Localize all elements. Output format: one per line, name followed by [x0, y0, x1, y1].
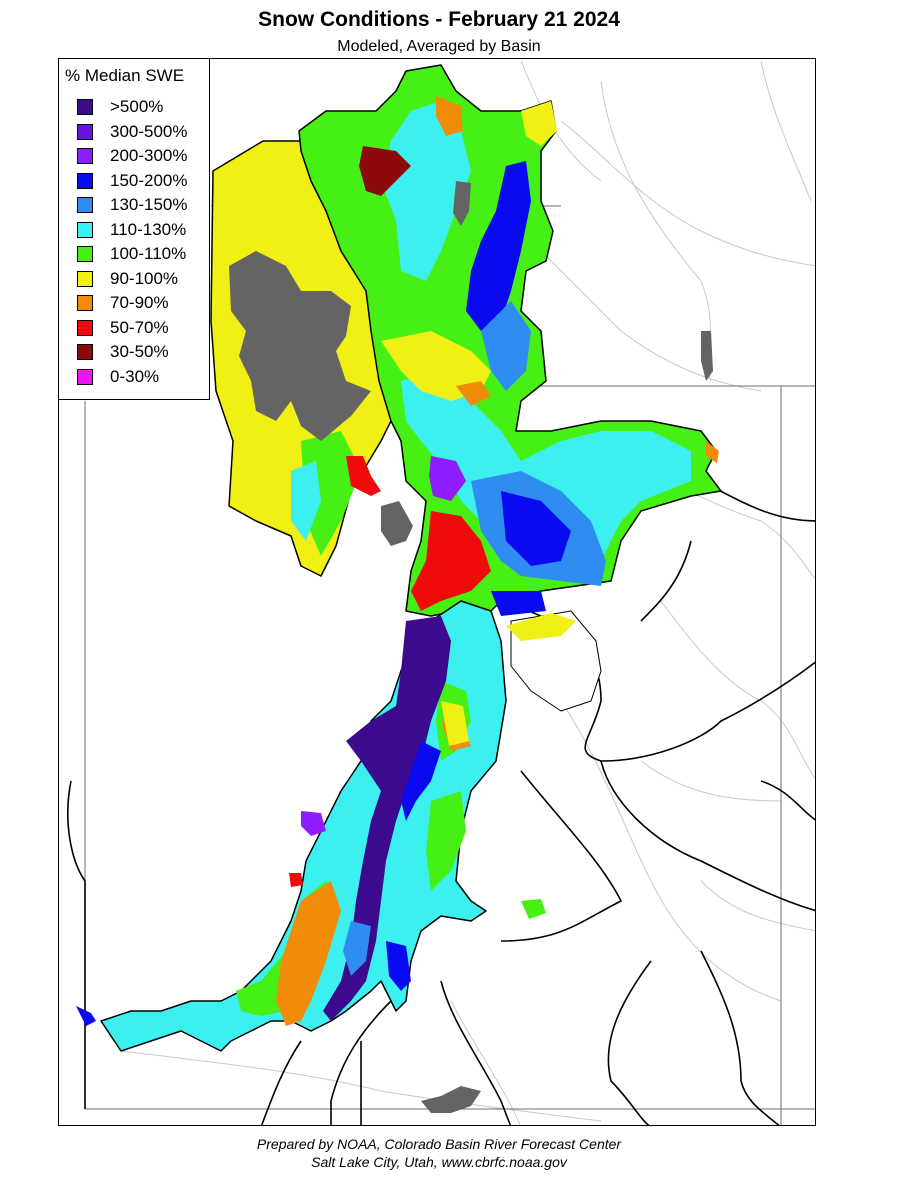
region-east-orange	[706, 441, 719, 463]
region-southwest-red	[289, 873, 303, 887]
region-east-green-patch	[521, 899, 546, 919]
region-south-blue-2	[386, 941, 411, 991]
snow-map	[67, 60, 815, 1125]
region-south-darkpurple	[323, 616, 451, 1021]
legend-swatch	[77, 197, 93, 213]
region-north-blue	[466, 161, 531, 331]
legend-item: 100-110%	[77, 243, 186, 265]
legend-swatch	[77, 246, 93, 262]
legend-item: 70-90%	[77, 292, 169, 314]
legend-item: 0-30%	[77, 366, 159, 388]
legend-swatch	[77, 270, 93, 287]
legend-swatch	[77, 148, 93, 164]
region-south-yellow	[441, 701, 469, 746]
region-uinta-darkblue	[501, 491, 571, 566]
legend-label: 110-130%	[110, 219, 187, 239]
legend-label: 200-300%	[110, 146, 188, 165]
legend-item: 30-50%	[77, 341, 169, 363]
legend-item: 300-500%	[77, 121, 188, 143]
region-south-green-east-2	[426, 791, 466, 891]
legend-item: 130-150%	[77, 194, 188, 216]
legend-item: 110-130%	[77, 219, 186, 241]
region-north-lightblue	[481, 301, 531, 391]
legend-swatch	[77, 221, 93, 238]
legend-swatch	[77, 172, 93, 189]
legend-label: 150-200%	[110, 170, 188, 190]
legend-item: 90-100%	[77, 268, 178, 290]
legend-swatch	[77, 99, 93, 115]
region-north-cyan-2	[381, 101, 471, 281]
lake-powell	[421, 1086, 481, 1113]
region-north-yellow-2	[521, 101, 557, 146]
region-south-blue-band	[491, 591, 546, 616]
legend-swatch	[77, 319, 93, 336]
region-south-orange	[276, 881, 341, 1026]
map-frame	[58, 58, 816, 1126]
legend-label: 0-30%	[110, 366, 160, 386]
bear-lake	[453, 181, 471, 226]
legend-label: 300-500%	[110, 121, 188, 141]
map-title: Snow Conditions - February 21 2024	[258, 8, 620, 31]
region-south-blue	[401, 741, 441, 821]
region-north-red	[346, 456, 381, 496]
legend-swatch	[77, 368, 93, 385]
region-west-cyan	[291, 461, 321, 541]
legend-label: 70-90%	[110, 293, 169, 312]
legend-label: 100-110%	[110, 244, 187, 263]
flaming-gorge	[701, 331, 713, 381]
legend-swatch	[77, 344, 93, 360]
legend-label: 130-150%	[110, 195, 188, 214]
legend-label: 50-70%	[110, 317, 169, 337]
river-network	[120, 60, 815, 1125]
credit-line-1: Prepared by NOAA, Colorado Basin River F…	[256, 1136, 622, 1152]
legend-item: >500%	[77, 96, 163, 118]
region-southwest-violet	[301, 811, 326, 836]
map-legend: % Median SWE >500% 300-500% 200-300% 150-20…	[58, 58, 210, 400]
region-north-darkred	[359, 146, 411, 196]
region-north-violet	[429, 456, 466, 501]
region-central-yellow-edge	[506, 613, 576, 641]
utah-lake	[381, 501, 413, 546]
legend-label: 30-50%	[110, 342, 169, 361]
region-north-orange-2	[456, 381, 491, 406]
legend-swatch	[77, 295, 93, 311]
region-central-red	[411, 511, 491, 611]
region-south-lightblue	[343, 921, 371, 976]
legend-swatch	[77, 123, 93, 140]
region-north-orange	[436, 96, 463, 136]
water-bodies	[229, 181, 713, 1113]
region-north-yellow	[381, 331, 491, 401]
legend-item: 200-300%	[77, 145, 188, 167]
great-salt-lake	[229, 251, 371, 441]
credit-line-2: Salt Lake City, Utah, www.cbrfc.noaa.gov	[311, 1154, 567, 1170]
legend-title: % Median SWE	[65, 66, 185, 85]
region-north-cyan	[401, 371, 691, 576]
region-southwest-blue	[76, 1006, 96, 1026]
legend-label: >500%	[110, 97, 164, 116]
legend-item: 150-200%	[77, 170, 188, 192]
legend-label: 90-100%	[110, 268, 179, 288]
legend-item: 50-70%	[77, 317, 169, 339]
map-subtitle: Modeled, Averaged by Basin	[337, 38, 541, 55]
